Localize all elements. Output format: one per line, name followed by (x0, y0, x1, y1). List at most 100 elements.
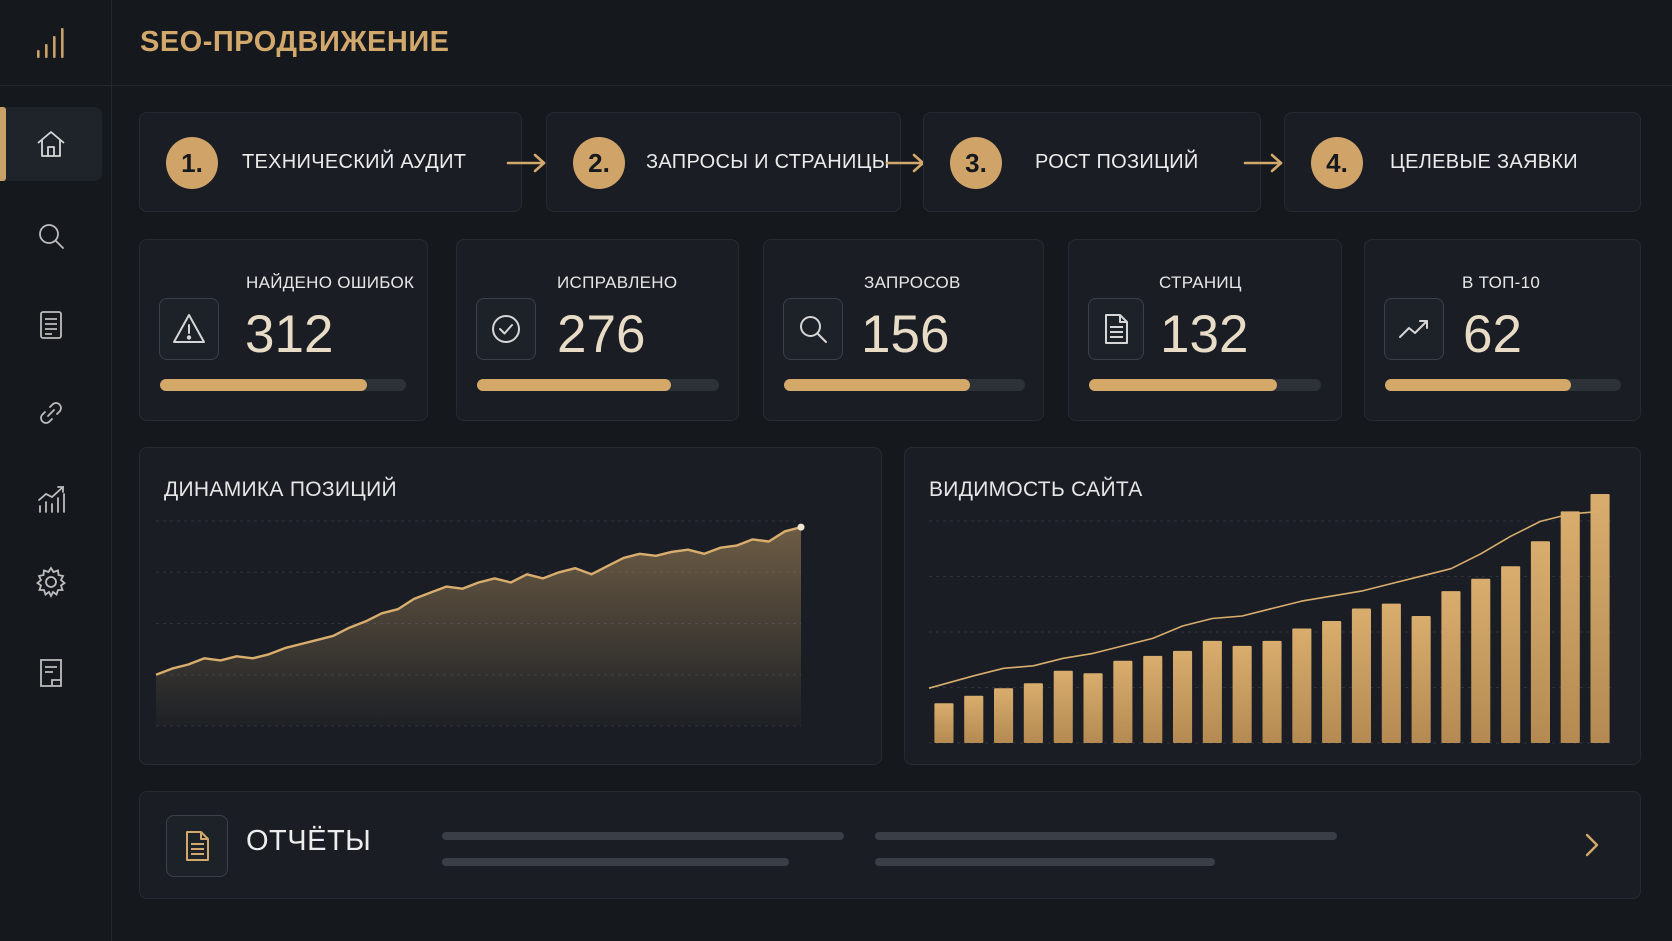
stat-label: ИСПРАВЛЕНО (557, 273, 678, 292)
stat-label: ЗАПРОСОВ (864, 273, 961, 292)
step-label: ТЕХНИЧЕСКИЙ АУДИТ (242, 151, 467, 173)
trend-up-icon (1399, 320, 1428, 338)
stat-value: 276 (557, 305, 646, 364)
progress-fill (1385, 379, 1572, 391)
stat-icon-box (783, 298, 843, 360)
reports-panel[interactable]: ОТЧЁТЫ (139, 791, 1641, 899)
chart-title: ДИНАМИКА ПОЗИЦИЙ (164, 478, 397, 501)
bar (964, 695, 984, 743)
progress-fill (784, 379, 970, 391)
progress-bar (160, 379, 406, 391)
step-label: ЗАПРОСЫ И СТРАНИЦЫ (646, 151, 890, 173)
check-circle-icon (492, 315, 520, 343)
page-title: SEO-ПРОДВИЖЕНИЕ (140, 26, 450, 58)
document-icon (40, 311, 62, 339)
stat-value: 312 (245, 305, 334, 364)
chart-title: ВИДИМОСТЬ САЙТА (929, 478, 1143, 501)
document-icon (186, 831, 209, 861)
bar (1173, 650, 1193, 743)
sidebar-item-pages[interactable] (0, 288, 102, 362)
trend-line (928, 510, 1601, 689)
bar (1560, 511, 1580, 743)
bar (1113, 660, 1133, 743)
search-icon (39, 224, 64, 249)
bar (1023, 683, 1043, 743)
bar (1292, 628, 1312, 743)
bar (1471, 578, 1491, 743)
sidebar-item-settings[interactable] (0, 545, 102, 619)
progress-fill (1089, 379, 1277, 391)
bar (1322, 621, 1342, 743)
stat-icon-box (1384, 298, 1444, 360)
sidebar-item-links[interactable] (0, 376, 102, 450)
sidebar-item-home[interactable] (0, 107, 102, 181)
stat-icon-box (476, 298, 536, 360)
sidebar-item-analytics[interactable] (0, 462, 102, 536)
arrow-right-icon (506, 153, 546, 173)
skeleton-line (442, 858, 789, 866)
chevron-right-icon[interactable] (1576, 830, 1606, 860)
warning-icon (173, 314, 205, 343)
stat-icon-box (159, 298, 219, 360)
bar (1441, 591, 1461, 743)
sidebar-item-reports[interactable] (0, 636, 102, 710)
bar (1053, 670, 1073, 743)
sidebar-item-search[interactable] (0, 199, 102, 273)
link-icon (40, 402, 62, 424)
bar (934, 703, 954, 743)
bar (1083, 673, 1103, 743)
bar (1262, 640, 1282, 743)
step-card-1[interactable]: 1. ТЕХНИЧЕСКИЙ АУДИТ (139, 112, 522, 212)
step-label: РОСТ ПОЗИЦИЙ (1035, 151, 1199, 173)
skeleton-line (875, 832, 1337, 840)
step-number: 2. (573, 137, 625, 189)
report-icon (40, 659, 62, 687)
bar (1411, 616, 1431, 743)
stat-icon-box (1088, 298, 1144, 360)
stat-label: СТРАНИЦ (1159, 273, 1242, 292)
reports-icon-box (166, 815, 228, 877)
sidebar (0, 0, 112, 941)
skeleton-line (875, 858, 1215, 866)
visibility-bar-chart (928, 494, 1615, 744)
bar (1590, 494, 1610, 743)
growth-chart-icon (38, 486, 65, 513)
stat-value: 132 (1160, 305, 1249, 364)
sidebar-divider (0, 85, 112, 86)
bar (1202, 640, 1222, 743)
step-number: 4. (1311, 137, 1363, 189)
progress-bar (477, 379, 719, 391)
skeleton-line (442, 832, 844, 840)
search-icon (800, 316, 827, 343)
bar (1232, 645, 1252, 743)
step-card-4[interactable]: 4. ЦЕЛЕВЫЕ ЗАЯВКИ (1284, 112, 1641, 212)
arrow-right-icon (1243, 153, 1283, 173)
bar (1351, 608, 1371, 743)
end-point (797, 523, 805, 531)
progress-bar (1385, 379, 1621, 391)
bar-chart-logo-icon (37, 28, 64, 58)
bar (1501, 566, 1521, 743)
stat-card-pages: СТРАНИЦ 132 (1068, 239, 1342, 421)
progress-fill (477, 379, 671, 391)
step-card-2[interactable]: 2. ЗАПРОСЫ И СТРАНИЦЫ (546, 112, 901, 212)
reports-title: ОТЧЁТЫ (246, 825, 372, 857)
home-icon (37, 131, 65, 157)
progress-fill (160, 379, 367, 391)
document-icon (1105, 314, 1128, 344)
stat-card-fixed: ИСПРАВЛЕНО 276 (456, 239, 739, 421)
progress-bar (1089, 379, 1321, 391)
stat-label: НАЙДЕНО ОШИБОК (246, 273, 415, 292)
step-card-3[interactable]: 3. РОСТ ПОЗИЦИЙ (923, 112, 1261, 212)
visibility-chart-card: ВИДИМОСТЬ САЙТА (904, 447, 1641, 765)
bar (1143, 655, 1163, 743)
header: SEO-ПРОДВИЖЕНИЕ (112, 0, 1672, 86)
bar (994, 688, 1014, 743)
step-number: 1. (166, 137, 218, 189)
stat-value: 62 (1463, 305, 1522, 364)
step-label: ЦЕЛЕВЫЕ ЗАЯВКИ (1390, 151, 1578, 173)
series-line (155, 526, 802, 676)
progress-bar (784, 379, 1025, 391)
stat-value: 156 (861, 305, 950, 364)
